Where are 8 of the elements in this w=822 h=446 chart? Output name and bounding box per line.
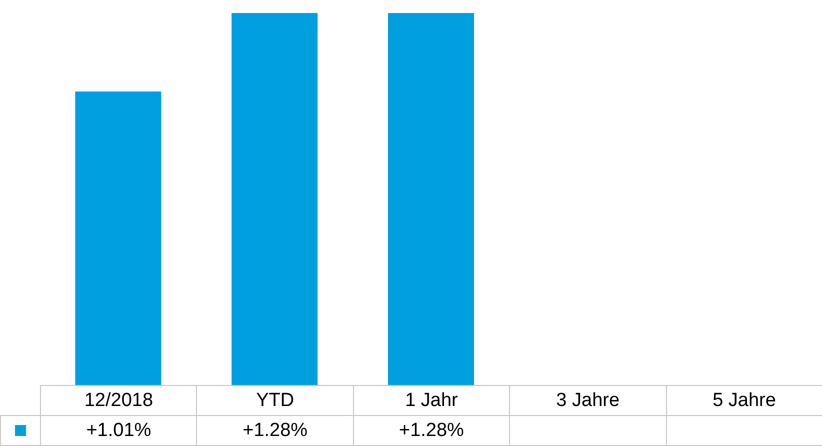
- data-label: +1.01%: [40, 416, 197, 446]
- x-tick-label: 12/2018: [40, 386, 197, 416]
- x-tick-label: 3 Jahre: [510, 386, 666, 416]
- x-tick-label: YTD: [196, 386, 354, 416]
- data-label: +1.28%: [196, 416, 354, 446]
- data-label: +1.28%: [353, 416, 510, 446]
- x-tick-label: 1 Jahr: [353, 386, 510, 416]
- x-tick-label: 5 Jahre: [666, 386, 822, 416]
